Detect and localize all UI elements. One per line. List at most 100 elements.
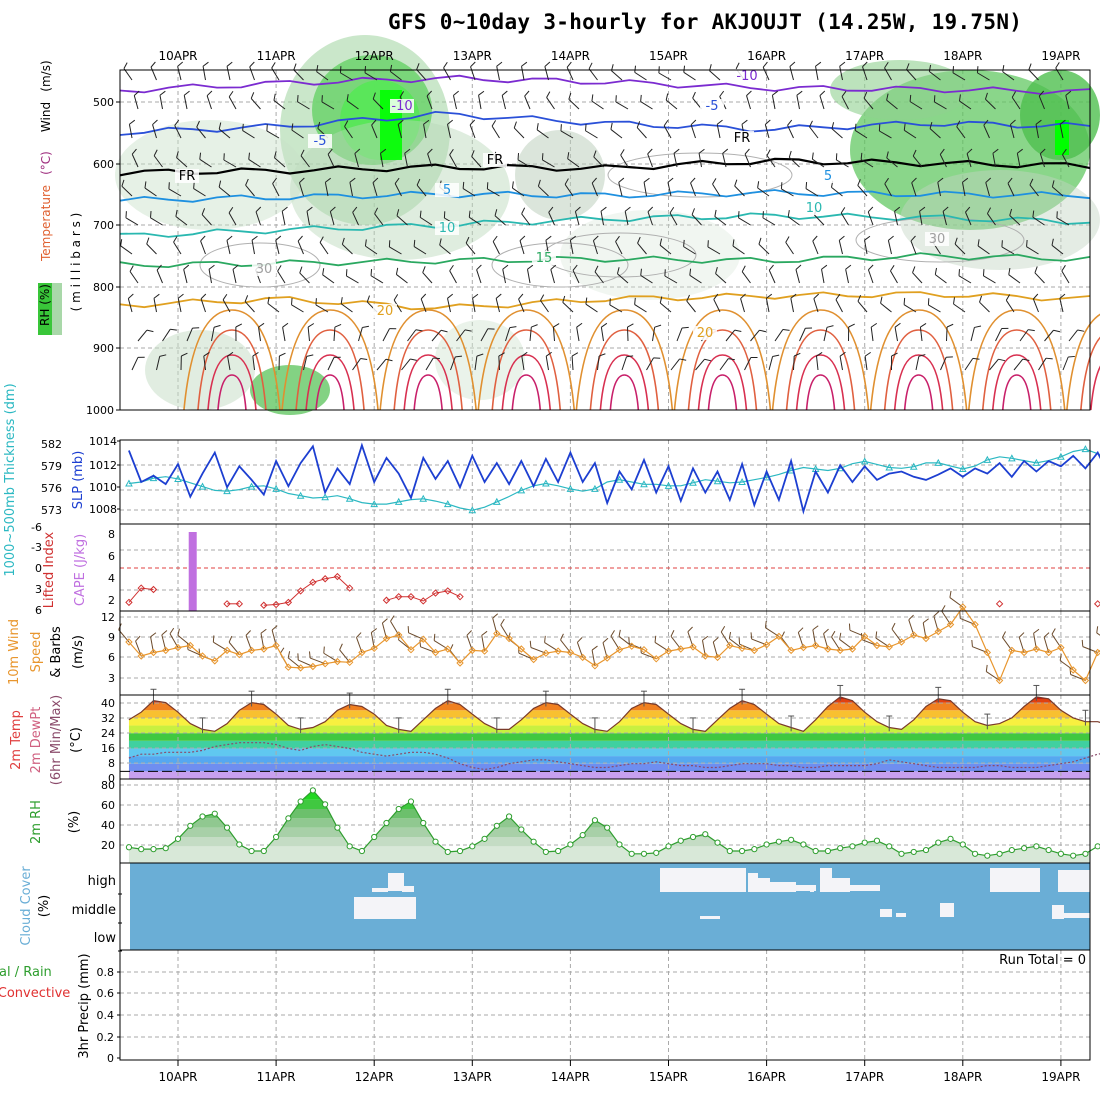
wind-barb [316,65,329,81]
wind-barb-staff [133,95,139,110]
wind-barb-flag [826,325,834,328]
wind-barb [585,297,598,313]
wind10-barb-flag [135,635,141,642]
wind-barb-staff [450,356,456,371]
wind-barb-flag [620,149,625,156]
wind-barb-flag [692,91,696,99]
wind-barb [878,124,892,139]
wind-barb [664,269,678,284]
wind-barb-staff [1032,298,1039,313]
wind-barb-flag [279,352,286,357]
wind-barb [1007,177,1015,197]
wind-barb-flag [496,61,503,67]
wind10-point [885,643,893,651]
warm-contour [413,374,443,411]
wind-barb-flag [513,121,517,129]
wind-barb-staff [961,182,966,197]
wind-barb-staff [781,188,794,197]
wind-barb [550,264,557,284]
wind-barb [137,329,154,342]
wind10-barb-flag [712,637,719,643]
wind-barb [529,324,538,342]
wind-barb-staff [640,101,653,110]
wind-barb [725,329,742,342]
wind-barb-staff [979,301,990,313]
wind-barb-staff [929,71,941,81]
rh-point [984,852,991,859]
wind-barb-staff [1061,270,1070,284]
wind-barb-flag [974,325,982,328]
wind-barb-flag [228,206,234,214]
wind-barb-flag [673,148,680,154]
wind-barb-staff [120,245,133,255]
wind-barb [1038,357,1053,371]
cloud-cell [402,886,414,892]
wind-barb-flag [683,65,686,73]
wind10-barb [1059,653,1074,671]
wind-barb [958,94,972,110]
wind-barb-staff [272,183,280,197]
wind-barb-flag [249,61,255,68]
wind-barb-flag [531,324,538,328]
wind-barb [273,93,286,110]
wind-barb-staff [1007,183,1015,197]
wind-barb [1059,119,1066,139]
wind-barb-flag [546,91,551,98]
wind-barb [131,356,145,371]
profile-frame [119,69,1091,411]
wind-barb-flag [746,90,752,96]
wind-barb [306,206,313,226]
wind10-point [198,652,207,660]
li-point [284,598,293,607]
wind-barb [446,119,454,139]
wind-barb-staff [426,95,433,110]
li-tick-label: 3 [35,583,42,596]
wind-barb [894,206,901,226]
thickness-point [664,481,673,489]
wind-barb [133,90,140,110]
wind-barb-staff [821,269,825,284]
cape-tick-label: 6 [108,550,115,563]
wind-barb [698,148,705,168]
wind-barb-staff [953,303,966,313]
wind-barb-staff [1039,153,1045,168]
wind-barb-staff [275,240,280,255]
wind-barb [995,327,1009,342]
rh-shading [560,210,740,300]
wind-barb [196,120,206,139]
wind10-barb [390,615,400,636]
wind-barb-staff [186,327,193,342]
wind-barb-flag [183,90,190,96]
li-point [333,572,342,581]
profile-tick-label: 700 [93,219,114,232]
wind-barb-flag [1045,357,1053,360]
wind-barb-flag [758,237,762,245]
wind-barb-staff [617,273,629,284]
wind-barb [173,236,182,255]
wind-barb-staff [676,327,683,342]
wind-barb [521,61,528,81]
wind-barb [821,264,828,284]
wind-barb-staff [937,182,941,197]
wind-barb-flag [275,235,282,241]
wind-barb-staff [1029,184,1039,197]
rh-point [530,838,537,845]
bottom-date-label: 12APR [355,1070,394,1084]
wind10-barb-flag [544,635,546,643]
wind-barb-staff [985,98,996,110]
wind-barb [1032,293,1039,313]
contour-label-bg [483,153,507,167]
li-tick-label: -6 [31,521,42,534]
wind-barb [544,61,551,81]
wind-barb [545,351,552,371]
wind-barb [211,324,221,342]
wind-barb-flag [698,148,705,154]
wind-barb [659,296,672,313]
wind-barb [476,264,482,284]
wind10-barb-flag [764,620,767,628]
wind-barb [388,240,402,255]
wind10-point [1057,643,1065,652]
wind-barb-staff [952,72,966,81]
wind-barb [597,353,606,371]
wind-barb-flag [385,358,393,362]
